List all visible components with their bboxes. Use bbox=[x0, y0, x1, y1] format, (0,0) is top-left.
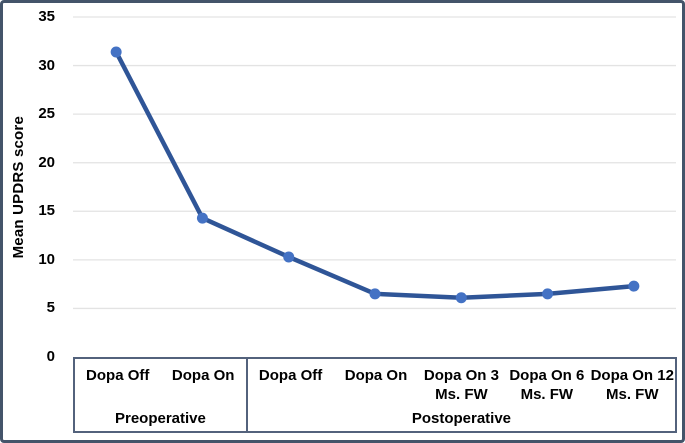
y-tick-label: 0 bbox=[46, 348, 55, 365]
y-tick-label: 20 bbox=[38, 153, 55, 171]
category-label: Dopa On 3 Ms. FW bbox=[423, 367, 499, 403]
category-labels-preoperative: Dopa Off Dopa On bbox=[75, 366, 246, 385]
category-label: Dopa On bbox=[344, 367, 408, 384]
category-label: Dopa On 12 Ms. FW bbox=[590, 367, 674, 403]
data-point bbox=[455, 292, 467, 304]
data-point bbox=[369, 288, 381, 300]
data-point bbox=[283, 251, 295, 263]
line-plot-canvas bbox=[73, 16, 676, 310]
data-point bbox=[628, 280, 640, 292]
category-label: Dopa On bbox=[171, 367, 235, 384]
group-label-postoperative: Postoperative bbox=[411, 410, 512, 427]
data-point bbox=[110, 46, 122, 58]
category-label: Dopa Off bbox=[258, 367, 323, 384]
y-tick-label: 10 bbox=[38, 250, 55, 268]
y-tick-label: 15 bbox=[38, 202, 55, 220]
category-axis: Dopa Off Dopa On Preoperative Dopa Off Dop… bbox=[73, 357, 677, 433]
y-tick-label: 25 bbox=[38, 105, 55, 123]
data-point bbox=[196, 212, 208, 224]
data-point bbox=[542, 288, 554, 300]
y-tick-label: 35 bbox=[38, 8, 55, 25]
y-tick-label: 30 bbox=[38, 56, 55, 74]
category-label: Dopa Off bbox=[86, 367, 150, 384]
updrs-series-line bbox=[113, 49, 637, 300]
category-group-preoperative: Dopa Off Dopa On Preoperative bbox=[73, 357, 248, 433]
category-label: Dopa On 6 Ms. FW bbox=[509, 367, 585, 403]
y-tick-label: 5 bbox=[46, 299, 55, 317]
group-label-preoperative: Preoperative bbox=[114, 410, 206, 427]
